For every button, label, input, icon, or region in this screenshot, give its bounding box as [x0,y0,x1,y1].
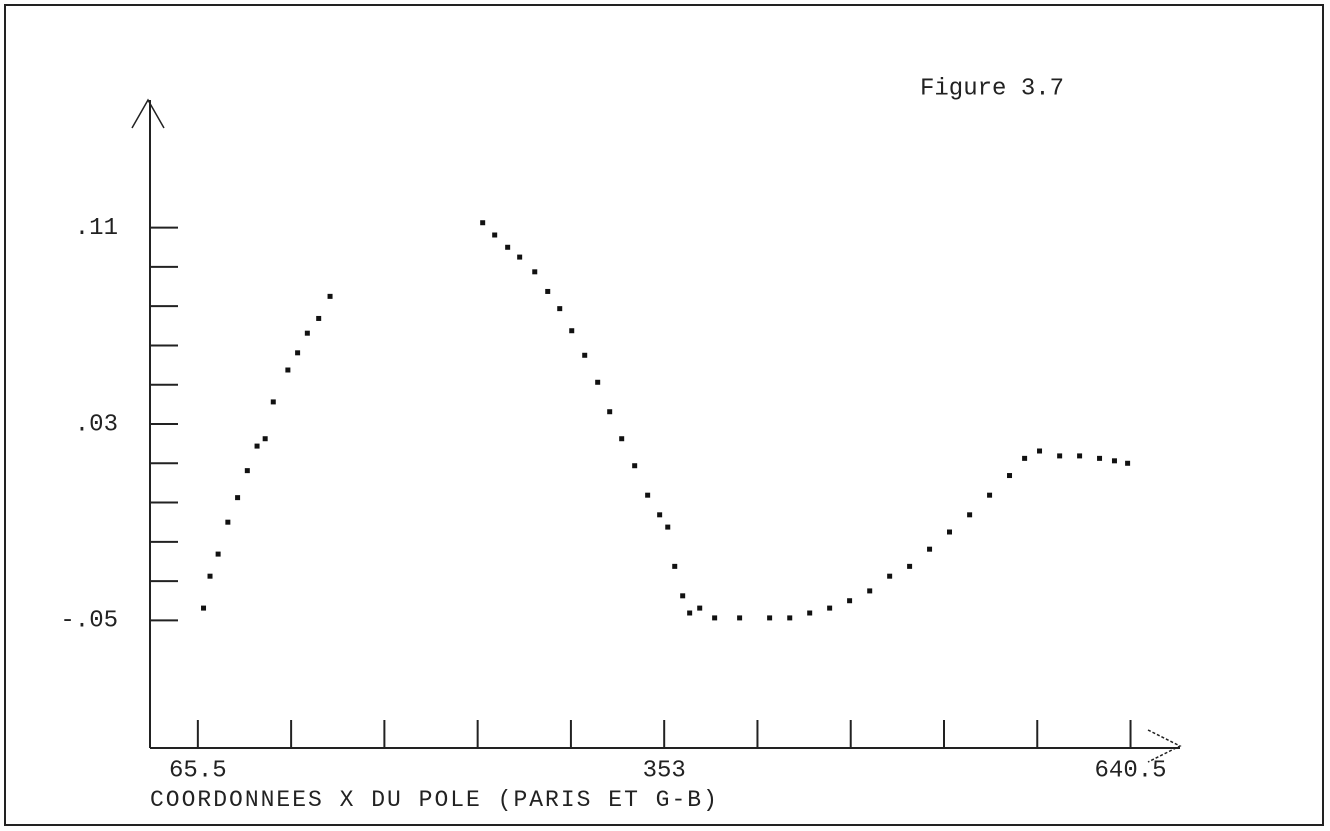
y-tick-label: .11 [75,215,118,242]
data-point [295,350,301,356]
data-point [827,605,833,611]
data-point [967,512,973,518]
data-point [807,610,813,616]
chart-title: Figure 3.7 [920,75,1064,102]
data-point [1125,460,1131,466]
x-axis-label: COORDONNEES X DU POLE (PARIS ET G-B) [150,787,719,813]
data-point [304,330,310,336]
data-point [517,254,523,260]
y-axis-arrow [131,98,165,129]
data-point [595,379,601,385]
data-point [680,593,686,599]
x-tick-label: 353 [643,757,686,784]
data-point [270,399,276,405]
data-point [1097,455,1103,461]
data-point [557,306,563,312]
data-point [632,463,638,469]
data-point [767,615,773,621]
y-tick-label: .03 [75,411,118,438]
data-point [207,573,213,579]
data-point [262,436,268,442]
data-point [867,588,873,594]
data-point [492,232,498,238]
x-axis-arrow [1147,729,1182,763]
data-point [907,563,913,569]
data-point [665,524,671,530]
data-point [244,468,250,474]
data-point [225,519,231,525]
data-point [947,529,953,535]
data-point [672,563,678,569]
x-tick-label: 65.5 [169,757,227,784]
data-point [1037,448,1043,454]
y-tick-label: -.05 [60,608,118,635]
data-point [201,605,207,611]
data-point [1111,458,1117,464]
data-point [532,269,538,275]
data-point [235,495,241,501]
data-point [619,436,625,442]
data-point [316,315,322,321]
data-point [987,492,993,498]
data-point [254,443,260,449]
data-point [887,573,893,579]
data-point [480,220,486,226]
x-tick-label: 640.5 [1095,757,1167,784]
data-point [697,605,703,611]
data-point [787,615,793,621]
frame [4,4,1324,826]
data-point [607,409,613,415]
data-point [712,615,718,621]
data-point [545,288,551,294]
data-point [737,615,743,621]
data-point [657,512,663,518]
data-point [847,598,853,604]
data-point [1057,453,1063,459]
data-point [1077,453,1083,459]
data-point [1007,473,1013,479]
data-point [215,551,221,557]
data-point [687,610,693,616]
data-point [1022,455,1028,461]
data-point [505,244,511,250]
data-point [645,492,651,498]
data-point [569,328,575,334]
data-point [285,367,291,373]
data-point [582,352,588,358]
data-point [327,293,333,299]
data-point [927,546,933,552]
